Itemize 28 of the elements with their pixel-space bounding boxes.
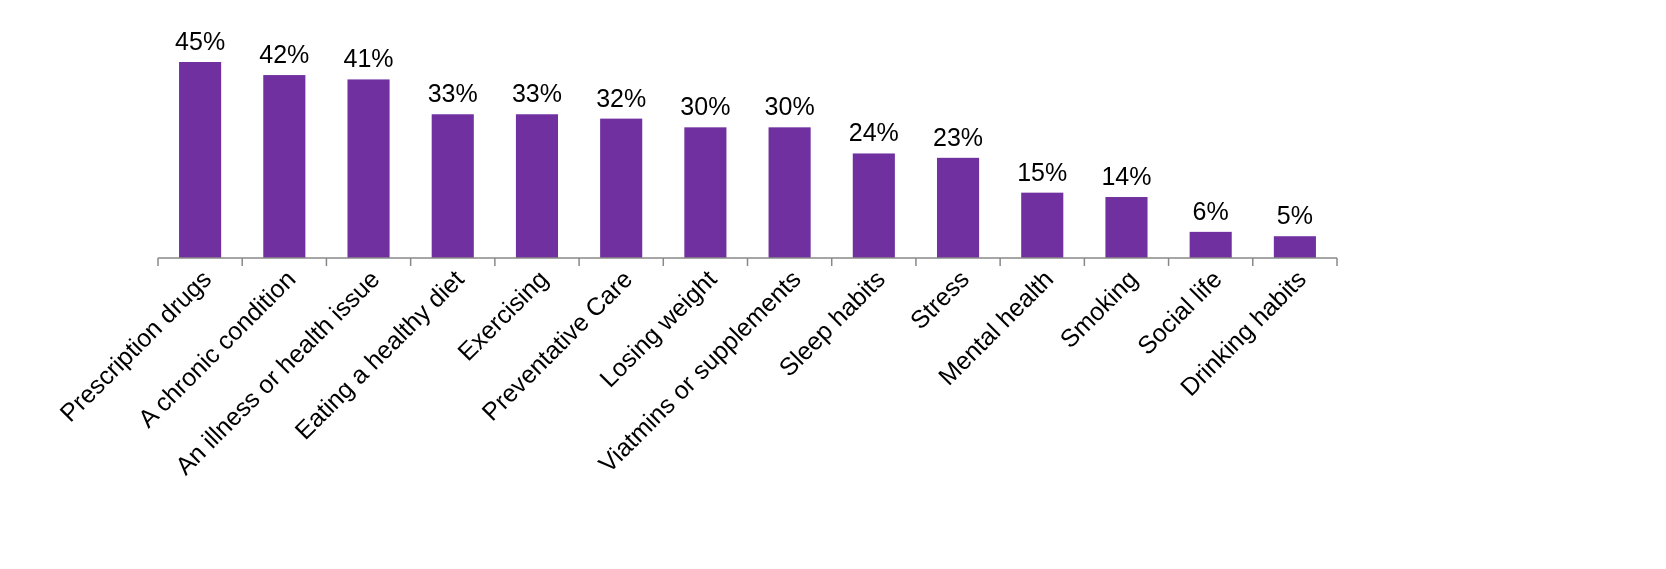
data-label: 15% xyxy=(1017,157,1068,186)
data-label: 41% xyxy=(343,44,394,73)
bar xyxy=(347,79,390,258)
bar xyxy=(1189,231,1232,258)
bar xyxy=(431,114,474,258)
data-label: 5% xyxy=(1276,201,1313,230)
bar xyxy=(1021,192,1064,258)
data-label: 24% xyxy=(848,118,899,147)
data-label: 6% xyxy=(1192,196,1229,225)
bar xyxy=(515,114,559,258)
bar xyxy=(179,62,222,258)
bar xyxy=(263,75,306,258)
data-label: 45% xyxy=(175,27,226,55)
bar xyxy=(1105,197,1148,258)
bar xyxy=(936,157,980,258)
bar xyxy=(768,127,811,258)
data-label: 32% xyxy=(596,83,647,112)
data-label: 14% xyxy=(1101,162,1152,191)
data-label: 33% xyxy=(427,79,478,108)
data-label: 33% xyxy=(511,79,562,108)
bar xyxy=(600,118,643,258)
bar xyxy=(684,127,727,258)
data-label: 42% xyxy=(259,40,310,69)
data-label: 30% xyxy=(680,92,731,121)
bar xyxy=(1273,236,1316,258)
data-label: 30% xyxy=(764,92,815,121)
bar xyxy=(852,153,895,258)
data-label: 23% xyxy=(933,122,984,151)
